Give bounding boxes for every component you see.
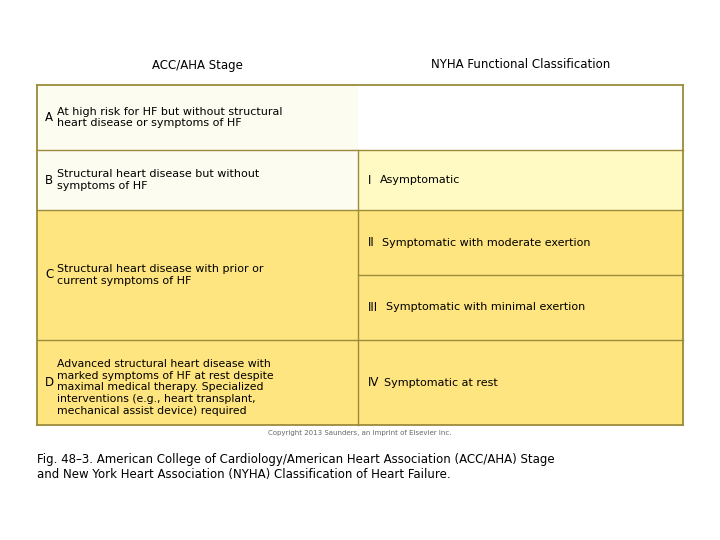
Bar bbox=[358, 150, 683, 210]
Text: A: A bbox=[45, 111, 53, 124]
Text: Symptomatic with moderate exertion: Symptomatic with moderate exertion bbox=[382, 238, 590, 247]
Text: Advanced structural heart disease with
marked symptoms of HF at rest despite
max: Advanced structural heart disease with m… bbox=[57, 359, 274, 416]
Bar bbox=[358, 340, 683, 425]
Text: NYHA Functional Classification: NYHA Functional Classification bbox=[431, 58, 610, 71]
Bar bbox=[358, 210, 683, 275]
Text: Asymptomatic: Asymptomatic bbox=[380, 175, 460, 185]
Text: III: III bbox=[368, 301, 378, 314]
Text: Structural heart disease with prior or
current symptoms of HF: Structural heart disease with prior or c… bbox=[57, 264, 264, 286]
Text: Fig. 48–3. American College of Cardiology/American Heart Association (ACC/AHA) S: Fig. 48–3. American College of Cardiolog… bbox=[37, 453, 554, 481]
Text: ACC/AHA Stage: ACC/AHA Stage bbox=[152, 58, 243, 71]
Bar bbox=[358, 275, 683, 340]
Text: II: II bbox=[368, 236, 374, 249]
Text: D: D bbox=[45, 376, 54, 389]
Text: Structural heart disease but without
symptoms of HF: Structural heart disease but without sym… bbox=[57, 169, 259, 191]
Text: IV: IV bbox=[368, 376, 379, 389]
Text: B: B bbox=[45, 173, 53, 186]
Text: Symptomatic at rest: Symptomatic at rest bbox=[384, 377, 498, 388]
Bar bbox=[37, 210, 358, 340]
Text: At high risk for HF but without structural
heart disease or symptoms of HF: At high risk for HF but without structur… bbox=[57, 107, 282, 129]
Text: I: I bbox=[368, 173, 372, 186]
Bar bbox=[37, 340, 358, 425]
Text: Symptomatic with minimal exertion: Symptomatic with minimal exertion bbox=[386, 302, 585, 313]
Bar bbox=[37, 150, 358, 210]
Bar bbox=[37, 85, 358, 150]
Text: Copyright 2013 Saunders, an Imprint of Elsevier Inc.: Copyright 2013 Saunders, an Imprint of E… bbox=[269, 430, 451, 436]
Text: C: C bbox=[45, 268, 53, 281]
